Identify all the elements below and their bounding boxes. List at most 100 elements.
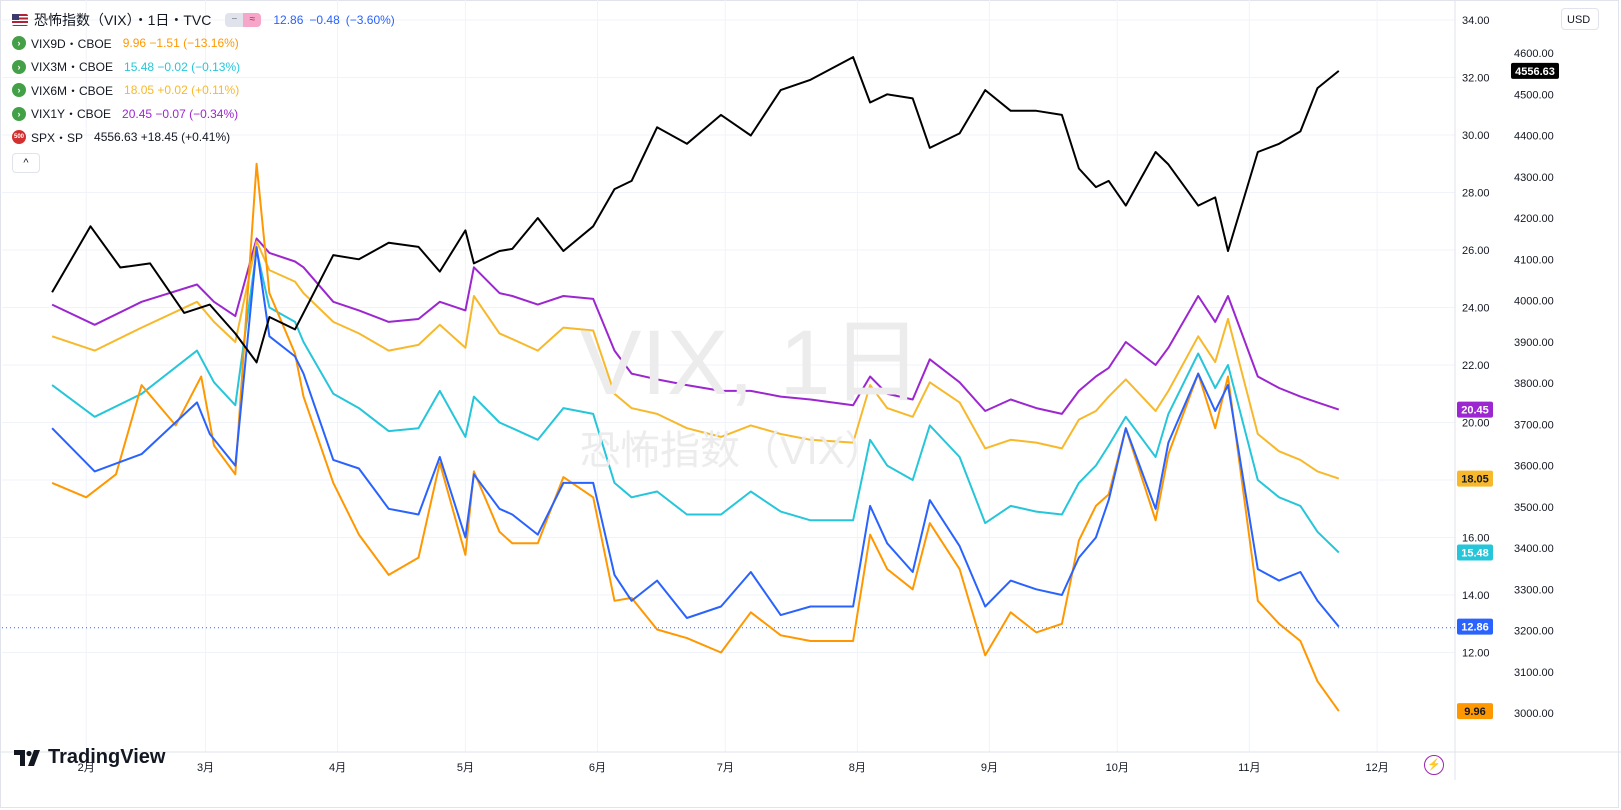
last-value-badge	[1457, 703, 1493, 720]
legend-item[interactable]: › VIX1Y・CBOE 20.45 −0.07 (−0.34%)	[12, 102, 395, 126]
series-line-vix9d[interactable]	[51, 162, 1340, 712]
legend-collapse-button[interactable]: ^	[12, 153, 40, 173]
legend-values: 15.48 −0.02 (−0.13%)	[124, 59, 241, 74]
legend-item[interactable]: 500 SPX・SP 4556.63 +18.45 (+0.41%)	[12, 126, 395, 150]
legend-symbol[interactable]: VIX1Y・CBOE	[31, 107, 112, 122]
lightning-icon[interactable]: ⚡	[1424, 755, 1444, 775]
vix-tick-label: 16.00	[1462, 533, 1490, 545]
last-value-badge	[1457, 470, 1493, 487]
month-tick-label: 10月	[1106, 762, 1129, 774]
vix-tick-label: 30.00	[1462, 130, 1490, 142]
last-value-badge	[1457, 544, 1493, 561]
last-value-text: 4556.63	[1515, 66, 1555, 78]
spx-tick-label: 3600.00	[1514, 461, 1554, 473]
series-layer	[51, 56, 1340, 712]
month-tick-label: 2月	[78, 762, 95, 774]
spx-tick-label: 4200.00	[1514, 213, 1554, 225]
last-value-text: 9.96	[1464, 706, 1485, 718]
legend-symbol[interactable]: VIX9D・CBOE	[31, 36, 112, 51]
month-tick-label: 8月	[849, 762, 866, 774]
month-tick-label: 5月	[457, 762, 474, 774]
visibility-toggle[interactable]: − ≈	[225, 12, 262, 27]
spx-tick-label: 3800.00	[1514, 378, 1554, 390]
spx-tick-label: 3700.00	[1514, 419, 1554, 431]
spx-tick-label: 3500.00	[1514, 502, 1554, 514]
legend-symbol[interactable]: VIX3M・CBOE	[31, 60, 114, 75]
spx-tick-label: 3000.00	[1514, 708, 1554, 720]
series-line-spx[interactable]	[51, 56, 1340, 364]
main-change-pct: (−3.60%)	[345, 12, 395, 27]
series-line-vix3m[interactable]	[51, 249, 1340, 554]
legend-values: 4556.63 +18.45 (+0.41%)	[94, 130, 231, 145]
us-flag-icon	[12, 13, 28, 26]
cboe-icon: ›	[12, 59, 26, 74]
legend-item[interactable]: › VIX9D・CBOE 9.96 −1.51 (−13.16%)	[12, 32, 395, 56]
spx-tick-label: 3400.00	[1514, 543, 1554, 555]
spx-tick-label: 3100.00	[1514, 667, 1554, 679]
last-value-text: 15.48	[1461, 547, 1489, 559]
last-value-badge	[1457, 618, 1493, 635]
spx-tick-label: 4600.00	[1514, 48, 1554, 60]
series-line-vix[interactable]	[51, 246, 1340, 628]
currency-selector[interactable]: USD	[1561, 8, 1599, 30]
gridlines	[0, 0, 1621, 780]
main-change: −0.48	[309, 12, 340, 27]
main-last-price: 12.86	[273, 12, 304, 27]
last-value-badge	[1511, 62, 1559, 79]
last-value-badge	[1457, 401, 1493, 418]
vix-tick-label: 32.00	[1462, 73, 1490, 85]
last-value-text: 12.86	[1461, 622, 1489, 634]
vix-tick-label: 14.00	[1462, 590, 1490, 602]
legend-item[interactable]: › VIX6M・CBOE 18.05 +0.02 (+0.11%)	[12, 79, 395, 103]
spx-tick-label: 4300.00	[1514, 172, 1554, 184]
month-tick-label: 9月	[981, 762, 998, 774]
spx-tick-label: 3900.00	[1514, 337, 1554, 349]
spx-tick-label: 4400.00	[1514, 131, 1554, 143]
vix-tick-label: 28.00	[1462, 188, 1490, 200]
spx-tick-label: 3300.00	[1514, 584, 1554, 596]
vix-tick-label: 34.00	[1462, 15, 1490, 27]
spx-tick-label: 4000.00	[1514, 296, 1554, 308]
month-tick-label: 11月	[1238, 762, 1260, 774]
spx-tick-label: 4500.00	[1514, 89, 1554, 101]
legend-values: 20.45 −0.07 (−0.34%)	[122, 106, 239, 121]
minus-icon[interactable]: −	[225, 12, 244, 27]
last-value-text: 20.45	[1461, 405, 1489, 417]
month-tick-label: 7月	[717, 762, 734, 774]
approx-icon[interactable]: ≈	[243, 12, 262, 27]
spx-icon: 500	[12, 130, 26, 145]
tradingview-icon	[14, 749, 40, 766]
vix-tick-label: 12.00	[1462, 648, 1490, 660]
vix-tick-label: 24.00	[1462, 303, 1490, 315]
series-line-vix6m[interactable]	[51, 240, 1340, 480]
cboe-icon: ›	[12, 83, 26, 98]
spx-tick-label: 4100.00	[1514, 254, 1554, 266]
last-value-labels: 12.86 9.96 15.48 18.05 20.45 4556.63	[1457, 62, 1559, 720]
vix-tick-label: 26.00	[1462, 245, 1490, 257]
time-axis: 2月 3月 4月 5月 6月 7月 8月 9月 10月 11月 12月	[78, 762, 1389, 774]
spx-tick-label: 3200.00	[1514, 626, 1554, 638]
tradingview-logo[interactable]: TradingView	[14, 746, 165, 769]
description-watermark: 恐怖指数（VIX）	[580, 429, 885, 473]
last-value-text: 18.05	[1461, 474, 1489, 486]
legend-values: 18.05 +0.02 (+0.11%)	[124, 83, 240, 98]
legend-item[interactable]: › VIX3M・CBOE 15.48 −0.02 (−0.13%)	[12, 55, 395, 79]
legend-symbol[interactable]: SPX・SP	[31, 130, 84, 145]
month-tick-label: 3月	[197, 762, 214, 774]
main-series-title[interactable]: 恐怖指数（VIX）・1日・TVC	[34, 11, 212, 28]
vix-tick-label: 20.00	[1462, 418, 1490, 430]
logo-text: TradingView	[48, 746, 166, 768]
month-tick-label: 4月	[329, 762, 346, 774]
cboe-icon: ›	[12, 36, 26, 51]
price-axis: 12.0014.0016.0018.0020.0022.0024.0026.00…	[1462, 15, 1554, 720]
month-tick-label: 6月	[589, 762, 606, 774]
vix-tick-label: 22.00	[1462, 360, 1490, 372]
month-tick-label: 12月	[1366, 762, 1389, 774]
cboe-icon: ›	[12, 106, 26, 121]
legend-symbol[interactable]: VIX6M・CBOE	[31, 83, 114, 98]
legend-values: 9.96 −1.51 (−13.16%)	[122, 36, 239, 51]
series-line-vix1y[interactable]	[51, 237, 1340, 415]
main-series-header[interactable]: 恐怖指数（VIX）・1日・TVC − ≈ 12.86 −0.48 (−3.60%…	[12, 8, 395, 32]
symbol-watermark: VIX, 1日	[580, 312, 923, 414]
